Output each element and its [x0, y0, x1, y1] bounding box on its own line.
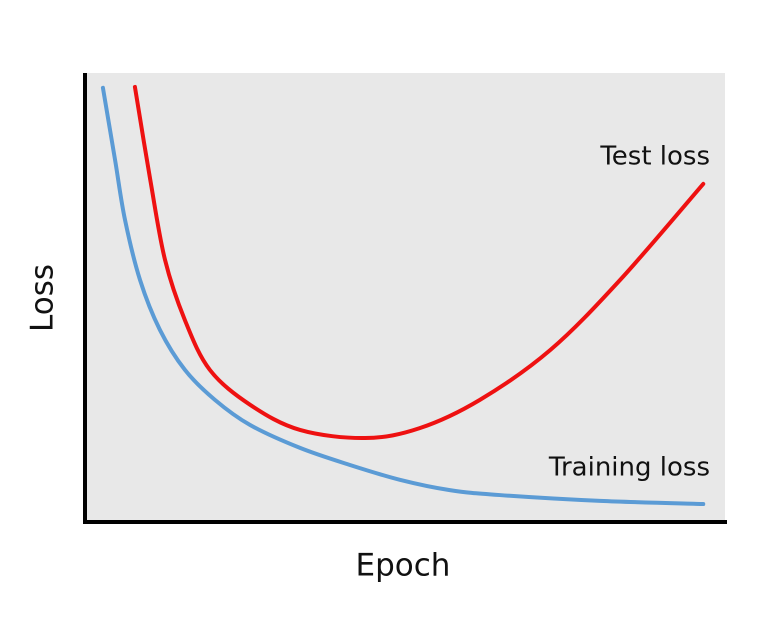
line [132, 84, 706, 441]
y-axis-label: Loss [25, 264, 61, 332]
x-axis-label: Epoch [356, 548, 451, 584]
line [100, 85, 706, 507]
series-label: Training loss [548, 453, 710, 483]
plot-background [85, 73, 725, 522]
series-label: Test loss [599, 142, 710, 172]
